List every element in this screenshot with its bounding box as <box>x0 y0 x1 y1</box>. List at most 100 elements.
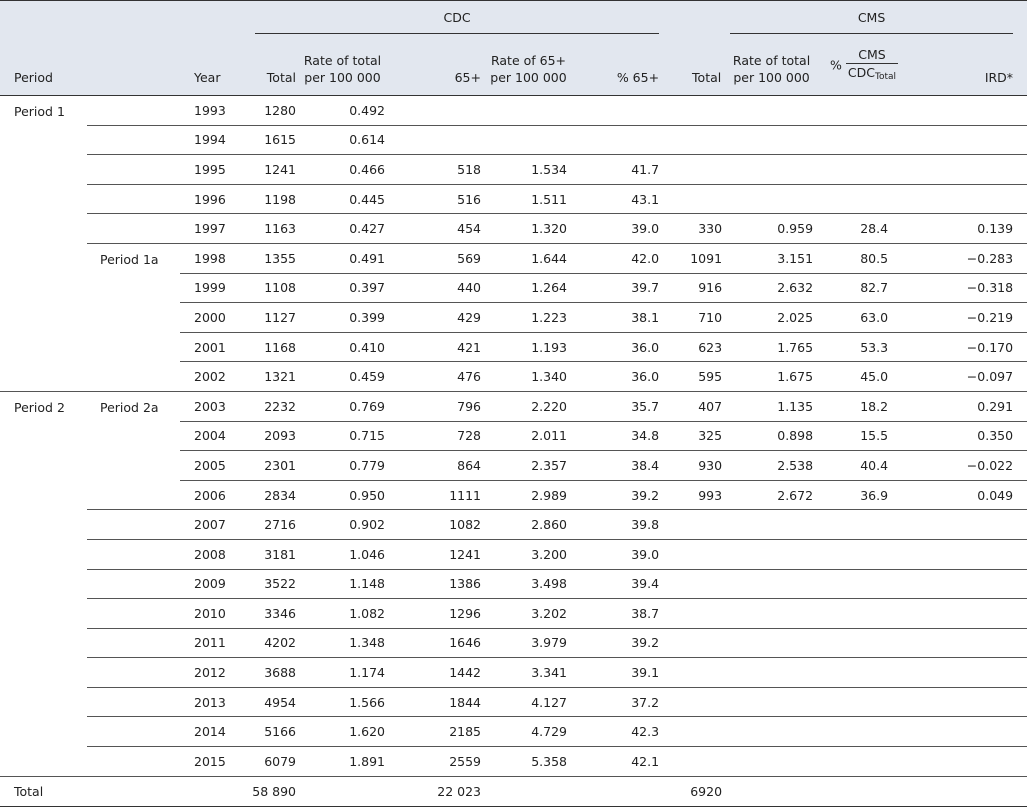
value-cell <box>665 628 731 659</box>
value-cell: 1.348 <box>300 628 400 659</box>
value-cell <box>900 539 1027 570</box>
value-cell: 1355 <box>245 243 300 274</box>
table-row: 2008 3181 1.046 1241 3.200 39.0 <box>0 539 1027 570</box>
value-cell: 1386 <box>400 569 490 600</box>
table-row: 2009 3522 1.148 1386 3.498 39.4 <box>0 569 1027 600</box>
value-cell: 0.397 <box>300 273 400 304</box>
value-cell: 1442 <box>400 657 490 688</box>
value-cell: 1163 <box>245 213 300 244</box>
value-cell: −0.283 <box>900 243 1027 274</box>
value-cell: 0.902 <box>300 509 400 540</box>
table-row: 2004 2093 0.715 728 2.011 34.8 325 0.898 15.5 0.3… <box>0 421 1027 452</box>
value-cell: 34.8 <box>580 421 666 452</box>
table-row: 2015 6079 1.891 2559 5.358 42.1 <box>0 746 1027 777</box>
value-cell <box>830 598 901 629</box>
value-cell: 39.8 <box>580 509 666 540</box>
column-header: 65+ <box>400 36 490 96</box>
value-cell: 1.193 <box>490 332 580 363</box>
value-cell: 5.358 <box>490 746 580 777</box>
column-header: Year <box>180 36 245 96</box>
value-cell: 330 <box>665 213 731 244</box>
table-row: 2001 1168 0.410 421 1.193 36.0 623 1.765 53.3 −0.… <box>0 332 1027 363</box>
value-cell: 864 <box>400 450 490 481</box>
value-cell: 36.9 <box>830 480 901 511</box>
value-cell: 2.672 <box>730 480 831 511</box>
table-row: 2013 4954 1.566 1844 4.127 37.2 <box>0 687 1027 718</box>
year-cell: 1996 <box>180 184 245 215</box>
ratio-subscript: Total <box>875 72 897 82</box>
value-cell <box>730 716 831 748</box>
subperiod-cell <box>87 539 180 570</box>
value-cell <box>730 569 831 600</box>
year-cell: 2012 <box>180 657 245 688</box>
value-cell <box>830 184 901 215</box>
ratio-numerator: CMS <box>845 46 899 64</box>
column-header: Period <box>0 36 180 96</box>
value-cell: 1127 <box>245 302 300 333</box>
value-cell: 39.0 <box>580 213 666 244</box>
value-cell: 325 <box>665 421 731 452</box>
value-cell: 1321 <box>245 361 300 392</box>
table-row: 1996 1198 0.445 516 1.511 43.1 <box>0 184 1027 215</box>
value-cell <box>665 716 731 748</box>
value-cell: 1.046 <box>300 539 400 570</box>
value-cell: 39.7 <box>580 273 666 304</box>
year-cell: 2009 <box>180 569 245 600</box>
subperiod-cell <box>87 569 180 600</box>
value-cell: 0.139 <box>900 213 1027 244</box>
value-cell: 1.566 <box>300 687 400 718</box>
value-cell: 2185 <box>400 716 490 748</box>
total-value: 6920 <box>665 776 731 807</box>
header-line: 65+ <box>454 70 481 85</box>
table-row: 1994 1615 0.614 <box>0 125 1027 156</box>
value-cell <box>400 125 490 156</box>
value-cell <box>665 509 731 540</box>
year-cell: 2003 <box>180 391 245 422</box>
value-cell: 0.959 <box>730 213 831 244</box>
value-cell: 993 <box>665 480 731 511</box>
value-cell: 53.3 <box>830 332 901 363</box>
value-cell: 3346 <box>245 598 300 629</box>
value-cell: 0.049 <box>900 480 1027 511</box>
year-cell: 2015 <box>180 746 245 777</box>
value-cell: 2.357 <box>490 450 580 481</box>
header-line: % 65+ <box>616 70 660 85</box>
value-cell <box>900 569 1027 600</box>
column-header: Rate of 65+ per 100 000 <box>490 36 580 96</box>
value-cell <box>900 598 1027 629</box>
value-cell <box>830 509 901 540</box>
value-cell: 0.445 <box>300 184 400 215</box>
table-row: 1997 1163 0.427 454 1.320 39.0 330 0.959 28.4 0.1… <box>0 213 1027 244</box>
value-cell <box>730 95 831 126</box>
value-cell <box>830 657 901 688</box>
column-header: Total <box>245 36 300 96</box>
table-row: 2014 5166 1.620 2185 4.729 42.3 <box>0 716 1027 748</box>
value-cell: 4.127 <box>490 687 580 718</box>
value-cell: −0.097 <box>900 361 1027 392</box>
value-cell <box>900 184 1027 215</box>
subperiod-cell <box>87 154 180 185</box>
value-cell: 0.466 <box>300 154 400 185</box>
value-cell: 4.729 <box>490 716 580 748</box>
subperiod-cell <box>87 213 180 244</box>
table-body: Period 1 1993 1280 0.492 1994 1615 0.614 1995 12… <box>0 95 1027 777</box>
value-cell: 36.0 <box>580 332 666 363</box>
value-cell: 3.341 <box>490 657 580 688</box>
subperiod-cell <box>87 628 180 659</box>
value-cell: 37.2 <box>580 687 666 718</box>
total-value <box>580 776 666 807</box>
value-cell: 3.498 <box>490 569 580 600</box>
value-cell: 1646 <box>400 628 490 659</box>
value-cell <box>730 628 831 659</box>
value-cell <box>730 125 831 156</box>
table-row: 1999 1108 0.397 440 1.264 39.7 916 2.632 82.7 −0.… <box>0 273 1027 304</box>
subperiod-cell <box>87 746 180 777</box>
total-value <box>830 776 901 807</box>
value-cell <box>665 539 731 570</box>
value-cell: 1.765 <box>730 332 831 363</box>
table-row: 2002 1321 0.459 476 1.340 36.0 595 1.675 45.0 −0.… <box>0 361 1027 392</box>
year-cell: 2004 <box>180 421 245 452</box>
header-line: per 100 000 <box>490 70 567 85</box>
table-row: Period 1 1993 1280 0.492 <box>0 95 1027 392</box>
